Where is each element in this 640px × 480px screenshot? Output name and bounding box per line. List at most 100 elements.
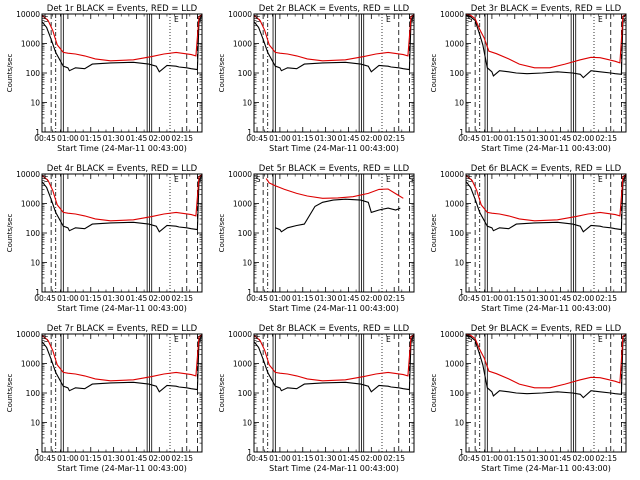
panel-title: Det 2r BLACK = Events, RED = LLD	[259, 4, 410, 14]
y-tick-label: 1	[459, 448, 464, 457]
x-tick-label: 01:00	[269, 134, 291, 143]
y-tick-label: 100	[26, 389, 41, 398]
marker-label: E	[174, 175, 179, 184]
lld-series-line	[41, 174, 203, 222]
x-axis-label: Start Time (24-Mar-11 00:43:00)	[481, 304, 611, 313]
x-tick-label: 01:45	[338, 454, 360, 463]
events-series-line	[465, 14, 627, 79]
plot-frame	[253, 173, 415, 293]
y-tick-label: 10000	[16, 10, 40, 19]
x-tick-label: 02:15	[595, 134, 617, 143]
y-tick-label: 1000	[233, 200, 252, 209]
panel-title: Det 8r BLACK = Events, RED = LLD	[259, 324, 410, 334]
x-tick-label: 02:15	[171, 454, 193, 463]
x-tick-label: 02:00	[149, 294, 171, 303]
marker-label: E	[598, 335, 603, 344]
x-axis-label: Start Time (24-Mar-11 00:43:00)	[57, 144, 187, 153]
lld-series-line	[465, 334, 627, 389]
x-tick-label: 01:30	[527, 294, 549, 303]
marker-label: E	[386, 15, 391, 24]
y-axis-label: Counts/sec	[6, 214, 14, 253]
x-tick-label: 01:45	[550, 454, 572, 463]
marker-label: E	[386, 335, 391, 344]
lld-series-line	[465, 174, 627, 222]
panel-title: Det 3r BLACK = Events, RED = LLD	[471, 4, 622, 14]
x-tick-label: 00:45	[34, 454, 56, 463]
marker-label: S	[468, 15, 473, 24]
marker-label: E	[174, 15, 179, 24]
panel-title: Det 9r BLACK = Events, RED = LLD	[471, 324, 622, 334]
x-tick-label: 00:45	[246, 134, 268, 143]
y-tick-label: 1000	[445, 360, 464, 369]
x-axis-label: Start Time (24-Mar-11 00:43:00)	[481, 144, 611, 153]
y-tick-label: 10	[454, 259, 464, 268]
panel-title: Det 7r BLACK = Events, RED = LLD	[47, 324, 198, 334]
y-tick-label: 1000	[21, 40, 40, 49]
x-tick-label: 02:15	[383, 134, 405, 143]
y-tick-label: 1	[247, 448, 252, 457]
x-tick-label: 01:30	[315, 294, 337, 303]
lld-series-line	[465, 14, 627, 69]
panel-title: Det 5r BLACK = Events, RED = LLD	[259, 164, 410, 174]
y-tick-label: 10000	[16, 170, 40, 179]
x-tick-label: 02:00	[573, 134, 595, 143]
y-axis-label: Counts/sec	[6, 54, 14, 93]
marker-label: E	[598, 175, 603, 184]
x-tick-label: 01:15	[80, 294, 102, 303]
x-tick-label: 01:45	[550, 294, 572, 303]
y-tick-label: 10000	[440, 330, 464, 339]
y-tick-label: 10	[454, 99, 464, 108]
marker-label: S	[468, 335, 473, 344]
events-series-line	[465, 334, 627, 399]
x-tick-label: 01:45	[338, 294, 360, 303]
plot-frame	[253, 333, 415, 453]
y-tick-label: 10	[242, 419, 252, 428]
x-tick-label: 00:45	[34, 294, 56, 303]
x-tick-label: 01:30	[103, 294, 125, 303]
lld-series-line	[265, 178, 404, 199]
y-tick-label: 100	[450, 69, 465, 78]
x-tick-label: 01:30	[315, 454, 337, 463]
y-tick-label: 100	[450, 229, 465, 238]
lld-series-line	[253, 334, 415, 382]
x-tick-label: 01:00	[57, 454, 79, 463]
x-tick-label: 01:15	[292, 454, 314, 463]
x-tick-label: 01:00	[481, 134, 503, 143]
x-tick-label: 01:30	[103, 454, 125, 463]
y-axis-label: Counts/sec	[218, 214, 226, 253]
y-tick-label: 1	[459, 288, 464, 297]
lld-series-line	[253, 14, 415, 62]
y-axis-label: Counts/sec	[218, 54, 226, 93]
x-tick-label: 00:45	[246, 454, 268, 463]
y-tick-label: 1	[35, 128, 40, 137]
y-axis-label: Counts/sec	[430, 214, 438, 253]
x-tick-label: 02:00	[361, 454, 383, 463]
y-tick-label: 1000	[445, 40, 464, 49]
events-series-line	[41, 175, 203, 233]
x-tick-label: 01:15	[504, 454, 526, 463]
x-tick-label: 02:15	[595, 294, 617, 303]
x-tick-label: 02:15	[171, 294, 193, 303]
y-axis-label: Counts/sec	[430, 54, 438, 93]
x-axis-label: Start Time (24-Mar-11 00:43:00)	[57, 304, 187, 313]
x-tick-label: 01:15	[292, 134, 314, 143]
y-tick-label: 100	[238, 389, 253, 398]
y-tick-label: 100	[26, 69, 41, 78]
x-tick-label: 02:00	[361, 134, 383, 143]
y-tick-label: 1	[247, 128, 252, 137]
x-tick-label: 02:00	[149, 134, 171, 143]
plot-frame	[41, 13, 203, 133]
y-tick-label: 10	[30, 419, 40, 428]
plot-frame	[465, 173, 627, 293]
y-tick-label: 1000	[233, 40, 252, 49]
y-tick-label: 10	[30, 99, 40, 108]
x-tick-label: 01:45	[126, 134, 148, 143]
y-tick-label: 10000	[16, 330, 40, 339]
y-tick-label: 10	[242, 99, 252, 108]
x-tick-label: 01:15	[504, 294, 526, 303]
